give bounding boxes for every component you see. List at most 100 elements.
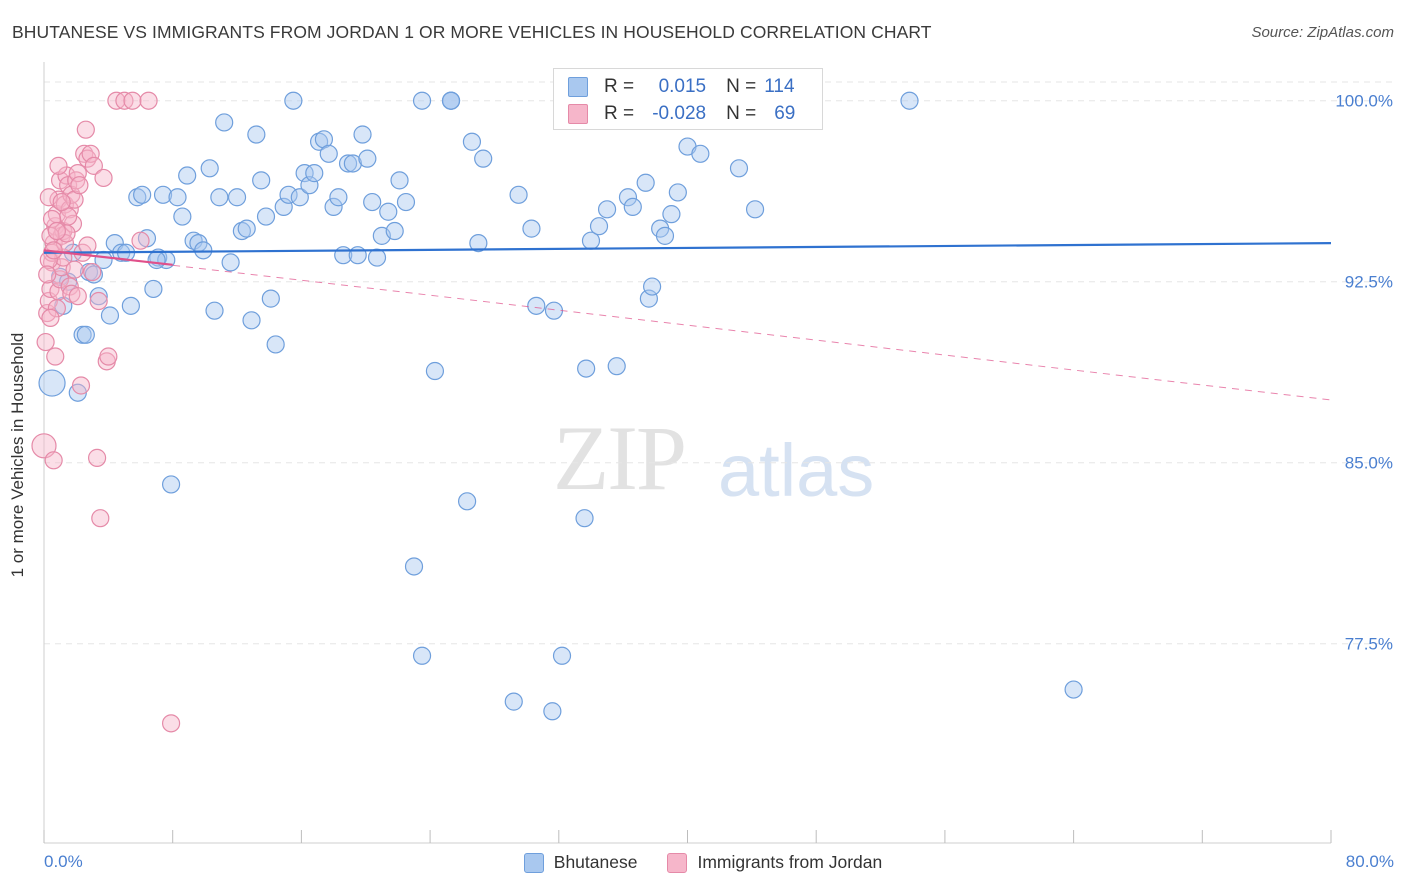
series-legend: Bhutanese Immigrants from Jordan <box>0 852 1406 873</box>
watermark-atlas: atlas <box>718 429 875 512</box>
bhutanese-point <box>324 197 343 217</box>
y-tick-label: 77.5% <box>1345 635 1393 654</box>
jordan-point <box>44 451 63 470</box>
n-value: 69 <box>774 103 796 124</box>
bhutanese-point <box>577 359 596 378</box>
bhutanese-point <box>639 289 658 308</box>
jordan-point <box>161 714 181 733</box>
bhutanese-point <box>655 226 675 245</box>
jordan-trend-line-extended <box>43 249 1332 401</box>
r-value: 0.015 <box>658 76 707 97</box>
bhutanese-point <box>745 200 765 219</box>
jordan-point <box>78 236 97 255</box>
jordan-point <box>31 433 57 459</box>
bhutanese-point <box>522 219 541 238</box>
y-tick-label: 100.0% <box>1335 92 1393 111</box>
bhutanese-point <box>1064 680 1083 699</box>
jordan-point <box>46 347 65 366</box>
chart-title: BHUTANESE VS IMMIGRANTS FROM JORDAN 1 OR… <box>12 22 932 42</box>
watermark-zip: ZIP <box>553 407 687 509</box>
jordan-point <box>84 156 103 175</box>
legend-label-bhutanese: Bhutanese <box>553 852 638 872</box>
bhutanese-point <box>173 207 192 226</box>
jordan-point <box>71 376 91 395</box>
bhutanese-point <box>215 113 234 132</box>
bhutanese-point <box>38 369 66 397</box>
jordan-point <box>68 287 87 306</box>
bhutanese-point <box>237 219 256 238</box>
bhutanese-point <box>266 335 285 354</box>
bhutanese-point <box>295 164 314 183</box>
bhutanese-point <box>161 475 181 494</box>
bhutanese-point <box>353 125 372 144</box>
bhutanese-point <box>474 149 493 168</box>
jordan-point <box>36 332 55 352</box>
bhutanese-point <box>363 192 382 212</box>
y-axis-title: 1 or more Vehicles in Household <box>8 332 27 578</box>
jordan-trend-line <box>43 249 173 266</box>
bhutanese-point <box>309 132 329 151</box>
bhutanese-point <box>643 277 662 296</box>
jordan-point <box>87 448 107 467</box>
bhutanese-point <box>274 197 293 217</box>
r-label: R = <box>604 103 635 124</box>
bhutanese-point <box>147 250 166 270</box>
bhutanese-point <box>232 221 251 241</box>
bhutanese-point <box>636 173 655 192</box>
bhutanese-point <box>89 287 108 306</box>
bhutanese-point <box>247 125 266 144</box>
bhutanese-point <box>210 188 229 207</box>
bhutanese-point <box>178 166 197 185</box>
jordan-point <box>99 347 118 366</box>
legend-item-bhutanese: Bhutanese <box>523 852 638 873</box>
bhutanese-point <box>441 91 461 110</box>
r-label: R = <box>604 76 635 97</box>
n-value: 114 <box>764 76 795 97</box>
legend-label-jordan: Immigrants from Jordan <box>697 852 883 872</box>
bhutanese-point <box>552 646 572 665</box>
jordan-point <box>89 291 108 311</box>
bhutanese-point <box>729 159 749 178</box>
bhutanese-point <box>527 296 546 315</box>
bhutanese-point <box>205 301 224 320</box>
bhutanese-point <box>575 509 594 528</box>
jordan-point <box>52 192 71 212</box>
bhutanese-point <box>425 361 445 381</box>
bhutanese-legend-swatch <box>523 852 544 873</box>
bhutanese-point <box>662 205 681 224</box>
jordan-point <box>94 168 113 188</box>
x-tick-label-min: 0.0% <box>44 852 83 871</box>
bhutanese-point <box>261 289 280 308</box>
n-label: N = <box>726 76 757 97</box>
bhutanese-point <box>509 185 528 204</box>
jordan-point <box>76 120 95 139</box>
bhutanese-point <box>462 132 482 151</box>
bhutanese-point <box>153 185 173 204</box>
bhutanese-point <box>252 171 271 190</box>
bhutanese-point <box>184 231 203 250</box>
source-label: Source: ZipAtlas.com <box>1251 24 1394 41</box>
bhutanese-point <box>343 154 362 173</box>
legend-item-jordan: Immigrants from Jordan <box>667 852 882 873</box>
bhutanese-point <box>314 130 334 149</box>
bhutanese-point <box>290 188 309 207</box>
bhutanese-point <box>379 202 398 221</box>
x-tick-label-max: 80.0% <box>1345 852 1394 871</box>
jordan-legend-swatch <box>667 852 688 873</box>
jordan-point <box>49 156 68 175</box>
bhutanese-point <box>412 91 432 110</box>
jordan-point <box>47 221 66 241</box>
bhutanese-point <box>200 159 219 178</box>
stats-row-bhutanese: R = 0.015 N = 114 <box>568 74 795 100</box>
bhutanese-point <box>348 246 367 265</box>
bhutanese-point <box>396 192 416 212</box>
jordan-point <box>139 91 158 110</box>
jordan-point <box>83 262 102 282</box>
bhutanese-point <box>279 185 298 204</box>
bhutanese-point <box>544 301 564 320</box>
y-tick-label: 85.0% <box>1345 454 1393 473</box>
bhutanese-point <box>300 176 319 195</box>
bhutanese-point <box>668 183 687 202</box>
jordan-point <box>81 144 100 163</box>
bhutanese-point <box>256 207 276 226</box>
